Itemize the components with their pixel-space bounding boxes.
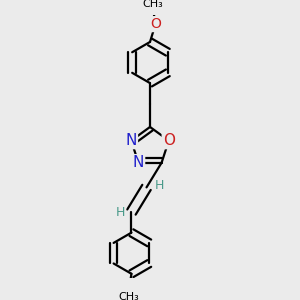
Text: N: N: [125, 133, 137, 148]
Text: CH₃: CH₃: [142, 0, 163, 9]
Text: H: H: [116, 206, 125, 219]
Text: CH₃: CH₃: [118, 292, 139, 300]
Text: O: O: [163, 133, 175, 148]
Text: H: H: [155, 179, 164, 192]
Text: O: O: [150, 17, 161, 31]
Text: N: N: [133, 155, 144, 170]
